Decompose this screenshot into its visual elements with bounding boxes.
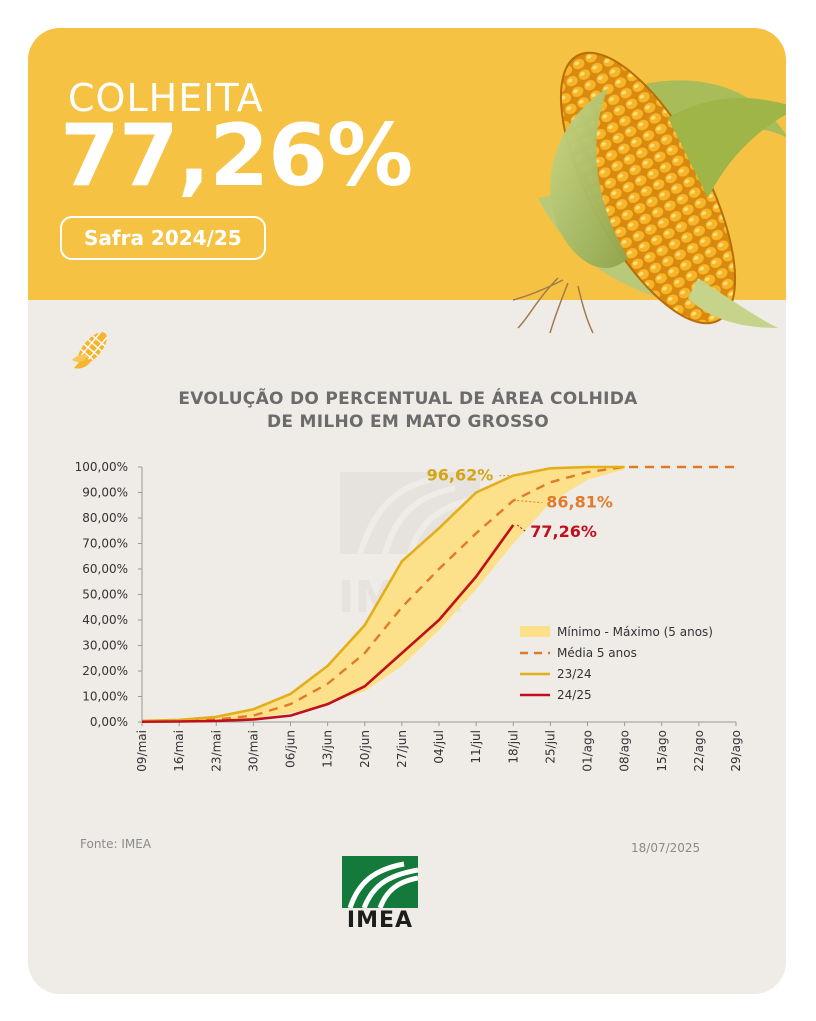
y-tick-label: 80,00% — [82, 511, 128, 525]
harvest-percentage: 77,26% — [60, 106, 413, 206]
legend-label: 23/24 — [557, 667, 592, 681]
x-tick-label: 08/ago — [618, 730, 632, 772]
series-layer — [141, 465, 736, 724]
x-tick-label: 29/ago — [729, 730, 743, 772]
annotation-label: 86,81% — [546, 493, 613, 512]
imea-logo-text: IMEA — [346, 908, 414, 933]
annotation-leader — [516, 524, 527, 533]
x-tick-label: 27/jun — [395, 730, 409, 768]
header-eyebrow: COLHEITA — [68, 76, 264, 120]
y-tick-label: 70,00% — [82, 537, 128, 551]
series-line-23-24 — [141, 465, 625, 723]
legend: Mínimo - Máximo (5 anos) Média 5 anos 23/2… — [520, 625, 713, 702]
y-tick-label: 60,00% — [82, 562, 128, 576]
infographic-card: COLHEITA 77,26% Safra 2024/25 — [28, 28, 786, 994]
imea-logo-icon — [342, 856, 418, 908]
legend-swatch-band — [520, 626, 550, 637]
x-tick-label: 11/jul — [469, 730, 483, 764]
chart-title-line-2: DE MILHO EM MATO GROSSO — [266, 412, 550, 432]
x-tick-label: 06/jun — [284, 730, 298, 768]
x-tick-label: 22/ago — [692, 730, 706, 772]
chart-title: EVOLUÇÃO DO PERCENTUAL DE ÁREA COLHIDA D… — [138, 388, 678, 434]
corn-cob-icon — [512, 51, 786, 334]
x-tick-label: 30/mai — [246, 730, 260, 772]
legend-label: Média 5 anos — [557, 646, 637, 660]
publication-date: 18/07/2025 — [631, 841, 701, 855]
legend-label: 24/25 — [557, 688, 592, 702]
legend-label: Mínimo - Máximo (5 anos) — [557, 625, 713, 639]
y-tick-label: 20,00% — [82, 664, 128, 678]
y-tick-label: 10,00% — [82, 690, 128, 704]
corn-icon — [72, 331, 108, 369]
season-badge: Safra 2024/25 — [60, 216, 266, 260]
x-tick-label: 04/jul — [432, 730, 446, 764]
annotation-label: 77,26% — [530, 522, 597, 541]
x-tick-label: 13/jun — [321, 730, 335, 768]
y-tick-label: 30,00% — [82, 639, 128, 653]
x-tick-label: 25/jul — [543, 730, 557, 764]
x-tick-label: 23/mai — [209, 730, 223, 772]
x-tick-label: 15/ago — [655, 730, 669, 772]
y-tick-label: 100,00% — [75, 460, 128, 474]
label-layer: 96,62% 86,81% 77,26% — [427, 466, 613, 541]
x-tick-label: 20/jun — [358, 730, 372, 768]
annotation-leader — [517, 500, 543, 504]
series-line-m-dia-5-anos — [141, 465, 736, 723]
annotation-label: 96,62% — [427, 466, 494, 485]
axis-layer: 0,00% 10,00% 20,00% 30,00% 40,00% 50,00% 60,00… — [75, 460, 743, 772]
x-tick-label: 09/mai — [135, 730, 149, 772]
series-line-24-25 — [141, 524, 515, 724]
y-tick-label: 0,00% — [90, 715, 128, 729]
x-tick-label: 01/ago — [581, 730, 595, 772]
y-tick-label: 90,00% — [82, 486, 128, 500]
x-tick-label: 18/jul — [506, 730, 520, 764]
source-note: Fonte: IMEA — [80, 837, 152, 851]
y-tick-label: 40,00% — [82, 613, 128, 627]
chart-title-line-1: EVOLUÇÃO DO PERCENTUAL DE ÁREA COLHIDA — [178, 389, 638, 409]
x-tick-label: 16/mai — [172, 730, 186, 772]
y-tick-label: 50,00% — [82, 588, 128, 602]
